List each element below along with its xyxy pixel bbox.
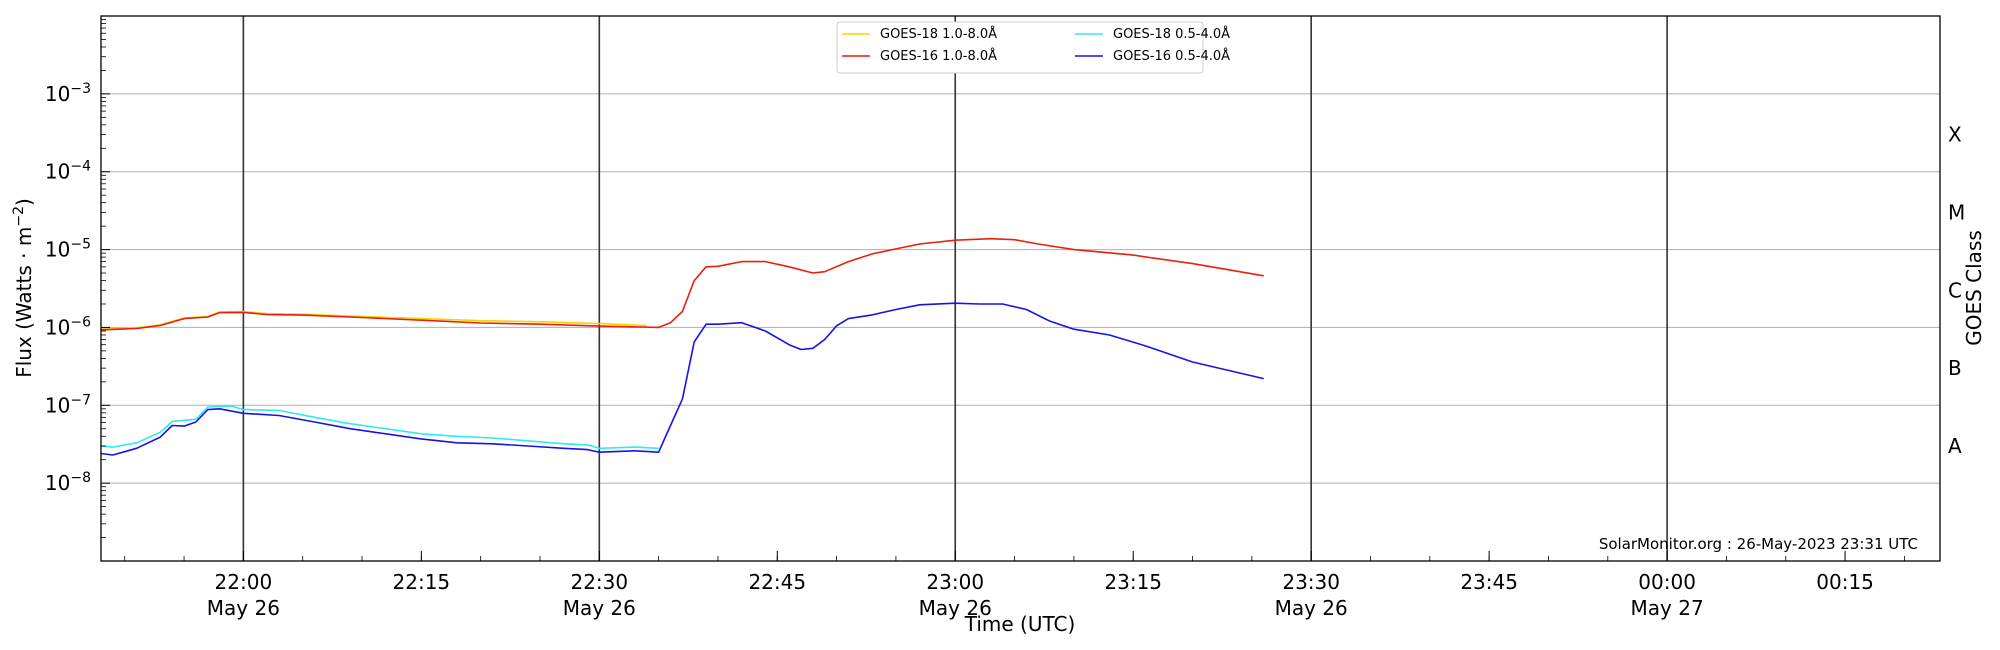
series-layer bbox=[100, 237, 1264, 456]
y-axis-title: Flux (Watts · m−2) bbox=[11, 198, 36, 378]
x-tick-label: 23:30 bbox=[1282, 570, 1340, 594]
x-tick-label: 22:00 bbox=[215, 570, 273, 594]
goes-class-label-a: A bbox=[1948, 434, 1962, 458]
x-tick-date-label: May 26 bbox=[207, 596, 280, 620]
series-line-3 bbox=[100, 405, 659, 450]
x-tick-label: 00:15 bbox=[1816, 570, 1874, 594]
goes-class-axis-title: GOES Class bbox=[1962, 230, 1986, 346]
y-tick-label: 10−3 bbox=[45, 81, 91, 106]
x-tick-date-label: May 27 bbox=[1631, 596, 1704, 620]
goes-class-label-x: X bbox=[1948, 123, 1962, 147]
y-tick-label: 10−4 bbox=[45, 159, 91, 184]
x-tick-label: 23:15 bbox=[1104, 570, 1162, 594]
series-line-2 bbox=[100, 237, 1264, 331]
x-tick-date-label: May 26 bbox=[1275, 596, 1348, 620]
x-tick-label: 22:30 bbox=[570, 570, 628, 594]
x-tick-date-label: May 26 bbox=[563, 596, 636, 620]
legend-label: GOES-18 0.5-4.0Å bbox=[1113, 26, 1230, 42]
plot-background bbox=[101, 16, 1940, 561]
plot-frame bbox=[100, 15, 1941, 562]
x-tick-label: 23:45 bbox=[1460, 570, 1518, 594]
legend: GOES-18 1.0-8.0Å GOES-18 0.5-4.0Å GOES-16 … bbox=[836, 21, 1230, 74]
x-tick-label: 22:15 bbox=[393, 570, 451, 594]
y-tick-label: 10−7 bbox=[45, 392, 91, 417]
legend-label: GOES-16 1.0-8.0Å bbox=[880, 48, 997, 64]
x-tick-label: 22:45 bbox=[748, 570, 806, 594]
goes-class-label-m: M bbox=[1948, 200, 1965, 224]
x-tick-label: 23:00 bbox=[926, 570, 984, 594]
x-tick-label: 00:00 bbox=[1638, 570, 1696, 594]
y-tick-label: 10−6 bbox=[45, 314, 91, 339]
goes-class-label-b: B bbox=[1948, 356, 1962, 380]
goes-class-label-c: C bbox=[1948, 278, 1962, 302]
legend-label: GOES-18 1.0-8.0Å bbox=[880, 26, 997, 42]
legend-box bbox=[836, 21, 1204, 74]
x-axis-title: Time (UTC) bbox=[964, 612, 1076, 636]
y-tick-label: 10−5 bbox=[45, 237, 91, 262]
x-tick-date-label: May 26 bbox=[919, 596, 992, 620]
legend-label: GOES-16 0.5-4.0Å bbox=[1113, 48, 1230, 64]
credit-annotation: SolarMonitor.org : 26-May-2023 23:31 UTC bbox=[1599, 535, 1918, 553]
y-tick-label: 10−8 bbox=[45, 470, 91, 495]
grid-layer bbox=[101, 16, 1940, 561]
series-line-4 bbox=[100, 302, 1264, 456]
